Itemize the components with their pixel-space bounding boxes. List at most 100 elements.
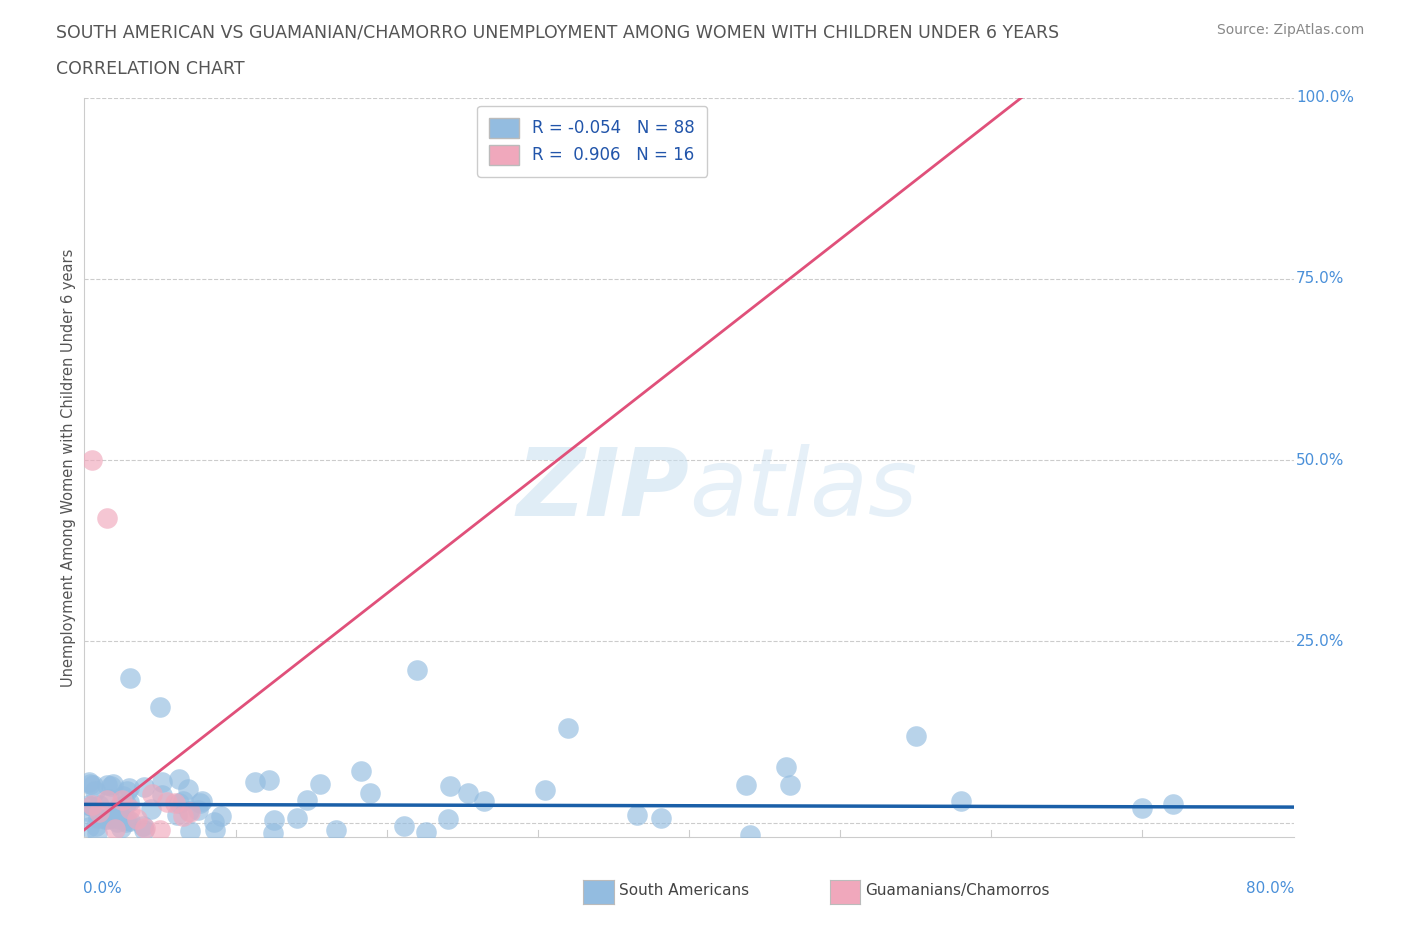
Text: South Americans: South Americans xyxy=(619,884,749,898)
Point xyxy=(650,811,672,826)
Text: Guamanians/Chamorros: Guamanians/Chamorros xyxy=(865,884,1049,898)
Point xyxy=(112,789,135,804)
Point xyxy=(285,810,308,825)
Point xyxy=(79,777,101,791)
Point xyxy=(179,804,201,818)
Point xyxy=(118,802,141,817)
Point xyxy=(436,812,458,827)
Point xyxy=(149,699,172,714)
Point xyxy=(96,511,118,525)
Point xyxy=(101,809,124,824)
Text: 100.0%: 100.0% xyxy=(1296,90,1354,105)
Point xyxy=(188,795,211,810)
Point xyxy=(103,808,125,823)
Point xyxy=(98,791,121,806)
Point xyxy=(89,804,111,819)
Point xyxy=(457,785,479,800)
Point xyxy=(111,793,134,808)
Point xyxy=(177,781,200,796)
Point xyxy=(84,818,107,833)
Point xyxy=(394,818,416,833)
Point xyxy=(204,823,226,838)
Point xyxy=(100,811,122,826)
Point xyxy=(163,795,186,810)
Point xyxy=(82,777,104,792)
Point xyxy=(117,813,139,828)
Point xyxy=(738,828,761,843)
Point xyxy=(80,798,103,813)
Point xyxy=(86,825,108,840)
Point xyxy=(97,812,120,827)
Point xyxy=(118,814,141,829)
Point xyxy=(172,793,194,808)
Point xyxy=(626,807,648,822)
Text: 0.0%: 0.0% xyxy=(83,882,122,897)
Text: SOUTH AMERICAN VS GUAMANIAN/CHAMORRO UNEMPLOYMENT AMONG WOMEN WITH CHILDREN UNDE: SOUTH AMERICAN VS GUAMANIAN/CHAMORRO UNE… xyxy=(56,23,1059,41)
Point xyxy=(118,671,141,685)
Text: ZIP: ZIP xyxy=(516,444,689,536)
Point xyxy=(1161,797,1184,812)
Point xyxy=(557,721,579,736)
Point xyxy=(166,808,188,823)
Point xyxy=(262,825,284,840)
Text: 25.0%: 25.0% xyxy=(1296,633,1344,649)
Point xyxy=(80,453,103,468)
Point xyxy=(107,800,129,815)
Point xyxy=(96,777,118,792)
Point xyxy=(150,788,173,803)
Point xyxy=(134,823,156,838)
Y-axis label: Unemployment Among Women with Children Under 6 years: Unemployment Among Women with Children U… xyxy=(60,248,76,686)
Point xyxy=(100,778,122,793)
Point xyxy=(406,663,429,678)
Point xyxy=(149,822,172,837)
Point xyxy=(105,815,128,830)
Point xyxy=(263,812,285,827)
Point xyxy=(132,818,155,833)
Point xyxy=(533,783,555,798)
Point xyxy=(359,786,381,801)
Point xyxy=(156,794,179,809)
Point xyxy=(77,797,100,812)
Point xyxy=(243,775,266,790)
Point xyxy=(209,808,232,823)
Text: atlas: atlas xyxy=(689,444,917,535)
Legend: R = -0.054   N = 88, R =  0.906   N = 16: R = -0.054 N = 88, R = 0.906 N = 16 xyxy=(478,106,707,177)
Text: CORRELATION CHART: CORRELATION CHART xyxy=(56,60,245,78)
Point xyxy=(735,777,758,792)
Point xyxy=(79,775,101,790)
Point xyxy=(114,815,136,830)
Point xyxy=(104,821,127,836)
Point xyxy=(179,804,201,819)
Point xyxy=(141,802,163,817)
Point xyxy=(202,815,225,830)
Point xyxy=(775,759,797,774)
Point xyxy=(167,795,190,810)
Point xyxy=(76,804,98,818)
Point xyxy=(257,772,280,787)
Point xyxy=(325,822,347,837)
Point xyxy=(904,728,927,743)
Point xyxy=(108,811,131,826)
Point xyxy=(134,820,156,835)
Point xyxy=(87,811,110,826)
Text: 75.0%: 75.0% xyxy=(1296,272,1344,286)
Point xyxy=(101,777,124,791)
Point xyxy=(415,825,437,840)
Point xyxy=(472,793,495,808)
Point xyxy=(132,779,155,794)
Point xyxy=(1130,801,1153,816)
Point xyxy=(94,812,117,827)
Point xyxy=(115,783,138,798)
Point xyxy=(87,798,110,813)
Point xyxy=(190,794,212,809)
Point xyxy=(187,803,209,817)
Point xyxy=(169,772,191,787)
Point xyxy=(83,784,105,799)
Point xyxy=(439,778,461,793)
Point xyxy=(117,781,139,796)
Point xyxy=(96,792,118,807)
Point xyxy=(80,798,103,813)
Point xyxy=(179,823,201,838)
Point xyxy=(295,792,318,807)
Point xyxy=(308,777,330,791)
